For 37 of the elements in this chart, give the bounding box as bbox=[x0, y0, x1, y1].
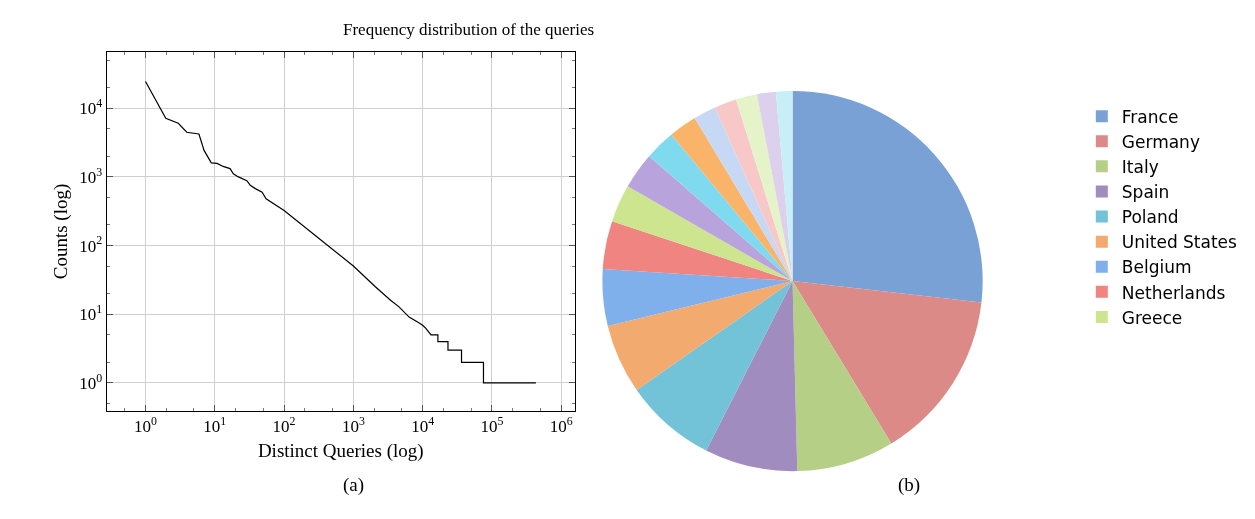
legend-label: Italy bbox=[1121, 156, 1159, 177]
y-tick-label: 10$^{4}$ bbox=[79, 96, 103, 119]
pie-slice bbox=[627, 156, 793, 282]
legend-label: Greece bbox=[1121, 307, 1183, 328]
x-tick-label: 10$^{3}$ bbox=[341, 414, 365, 437]
y-tick-label: 10$^{3}$ bbox=[79, 164, 103, 187]
legend-label: Spain bbox=[1121, 182, 1170, 203]
legend-label: France bbox=[1121, 106, 1179, 127]
legend-label: Belgium bbox=[1121, 257, 1192, 278]
x-tick-label: 10$^{4}$ bbox=[411, 414, 435, 437]
y-tick-label: 10$^{1}$ bbox=[79, 302, 103, 325]
chart-title: Frequency distribution of the queries bbox=[343, 20, 595, 39]
x-axis-title: Distinct Queries (log) bbox=[257, 440, 424, 463]
x-tick-label: 10$^{5}$ bbox=[480, 414, 504, 437]
pie-slice bbox=[612, 186, 793, 282]
pie-slice bbox=[714, 99, 793, 282]
pie-slice bbox=[706, 281, 798, 472]
x-tick-label: 10$^{1}$ bbox=[203, 414, 227, 437]
y-tick-label: 10$^{2}$ bbox=[79, 233, 103, 256]
legend-label: Netherlands bbox=[1121, 282, 1226, 303]
pie-slice bbox=[792, 281, 892, 472]
y-tick-label: 10$^{0}$ bbox=[79, 370, 103, 393]
pie-slice bbox=[602, 221, 793, 282]
x-tick-label: 10$^{0}$ bbox=[134, 414, 158, 437]
text: (a) bbox=[343, 474, 365, 496]
legend-label: Poland bbox=[1121, 207, 1179, 228]
pie-slice bbox=[602, 269, 793, 326]
pie-slice bbox=[792, 281, 982, 444]
y-axis-title: Counts (log) bbox=[50, 183, 73, 280]
legend-label: Germany bbox=[1121, 131, 1200, 152]
pie-slice bbox=[775, 90, 793, 282]
pie-slice bbox=[636, 281, 793, 451]
x-tick-label: 10$^{6}$ bbox=[549, 414, 573, 437]
x-tick-label: 10$^{2}$ bbox=[272, 414, 296, 437]
legend-label: United States bbox=[1121, 232, 1238, 253]
pie-slice bbox=[792, 90, 983, 303]
text: (b) bbox=[898, 474, 921, 496]
